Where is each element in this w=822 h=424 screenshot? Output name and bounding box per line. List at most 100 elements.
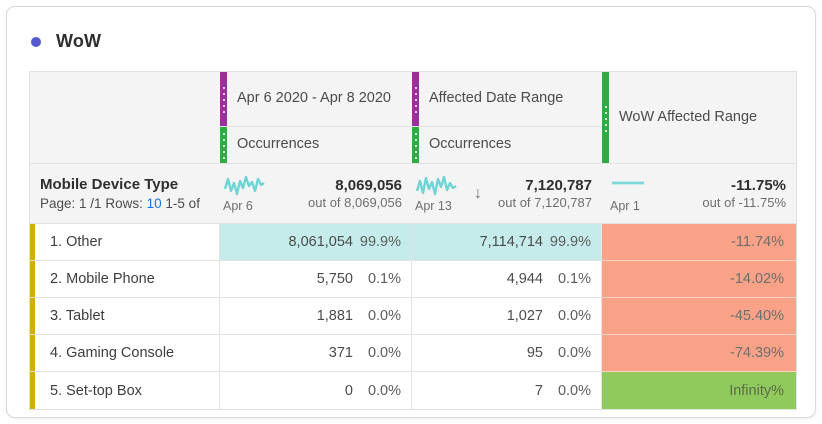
cell-value: 8,061,054: [288, 234, 353, 250]
out-of-value: out of 8,069,056: [308, 195, 402, 210]
column-title: WoW Affected Range: [619, 108, 758, 125]
cell-percent: 0.0%: [557, 382, 591, 399]
cell-value: 7,114,714: [479, 234, 543, 250]
date-range-label: Affected Date Range: [429, 90, 564, 107]
out-of-value: out of -11.75%: [702, 195, 786, 210]
wow-cell: -74.39%: [602, 335, 796, 372]
total-value: 8,069,056: [335, 177, 402, 194]
total-block: 8,069,056 out of 8,069,056: [308, 177, 412, 210]
sparkline-icon: [223, 175, 265, 196]
sparkline-date-label: Apr 6: [223, 199, 253, 213]
cell-value: 95: [526, 345, 543, 361]
drag-handle-icon[interactable]: [412, 127, 419, 163]
dimension-item: 4. Gaming Console: [50, 345, 175, 361]
sparkline-block: Apr 6: [220, 174, 268, 213]
drag-handle-icon[interactable]: [220, 72, 227, 126]
sparkline-block: Apr 1: [602, 174, 650, 213]
cell-percent: 0.0%: [367, 308, 401, 324]
total-value: -11.75%: [730, 177, 786, 194]
cell-value: 1,881: [316, 308, 353, 324]
header-empty-cell: [30, 72, 220, 164]
wow-value: -74.39%: [729, 345, 784, 361]
column-header-date-range-2[interactable]: Affected Date Range: [412, 72, 602, 127]
panel-title-row: WoW: [31, 31, 101, 52]
wow-value: -45.40%: [729, 308, 784, 324]
cell-value: 4,944: [506, 271, 543, 287]
metric-label: Occurrences: [429, 136, 512, 153]
cell-value: 0: [344, 382, 353, 399]
total-block: -11.75% out of -11.75%: [702, 177, 796, 210]
table-row-label[interactable]: 3. Tablet: [30, 298, 220, 335]
table-cell: 0 0.0%: [220, 372, 412, 409]
table-cell: 8,061,054 99.9%: [220, 224, 412, 261]
table-row-label[interactable]: 4. Gaming Console: [30, 335, 220, 372]
cell-value: 5,750: [316, 271, 353, 287]
table-cell: 5,750 0.1%: [220, 261, 412, 298]
table-cell: 7 0.0%: [412, 372, 602, 409]
page-label: Page:: [40, 196, 76, 211]
wow-value: Infinity%: [729, 382, 784, 399]
summary-cell-occurrences-2: Apr 13 ↓ 7,120,787 out of 7,120,787: [412, 164, 602, 224]
pagination: Page: 1 /1 Rows: 10 1-5 of: [40, 196, 220, 211]
table-row-label[interactable]: 1. Other: [30, 224, 220, 261]
table-cell: 4,944 0.1%: [412, 261, 602, 298]
drag-handle-icon[interactable]: [602, 72, 609, 163]
table-cell: 1,027 0.0%: [412, 298, 602, 335]
total-value: 7,120,787: [525, 177, 592, 194]
bullet-icon: [31, 36, 41, 47]
rows-per-page-link[interactable]: 10: [146, 196, 162, 211]
cell-percent: 0.0%: [367, 382, 401, 399]
dimension-name: Mobile Device Type: [40, 176, 179, 193]
dimension-item: 1. Other: [50, 234, 103, 250]
summary-cell-occurrences-1: Apr 6 8,069,056 out of 8,069,056: [220, 164, 412, 224]
wow-value: -11.74%: [731, 234, 784, 250]
metric-header-occurrences-2[interactable]: Occurrences: [412, 127, 602, 164]
page-value: 1 /1: [79, 196, 102, 211]
freeform-table: Apr 6 2020 - Apr 8 2020 Affected Date Ra…: [29, 71, 797, 410]
summary-cell-wow: Apr 1 -11.75% out of -11.75%: [602, 164, 796, 224]
arrow-down-icon: ↓: [474, 184, 482, 202]
cell-percent: 0.0%: [557, 345, 591, 361]
metric-header-occurrences-1[interactable]: Occurrences: [220, 127, 412, 164]
table-cell: 371 0.0%: [220, 335, 412, 372]
column-header-wow-affected-range[interactable]: WoW Affected Range: [602, 72, 796, 164]
wow-cell: Infinity%: [602, 372, 796, 409]
wow-cell: -11.74%: [602, 224, 796, 261]
table-cell: 7,114,714 99.9%: [412, 224, 602, 261]
cell-percent: 0.0%: [557, 308, 591, 324]
sparkline-date-label: Apr 13: [415, 199, 452, 213]
cell-percent: 0.1%: [557, 271, 591, 287]
drag-handle-icon[interactable]: [412, 72, 419, 126]
dimension-item: 2. Mobile Phone: [50, 271, 155, 287]
date-range-label: Apr 6 2020 - Apr 8 2020: [237, 90, 391, 107]
table-row-label[interactable]: 2. Mobile Phone: [30, 261, 220, 298]
total-block: 7,120,787 out of 7,120,787: [498, 177, 602, 210]
column-header-date-range-1[interactable]: Apr 6 2020 - Apr 8 2020: [220, 72, 412, 127]
sparkline-icon: [415, 175, 457, 196]
rows-label: Rows:: [105, 196, 143, 211]
cell-percent: 99.9%: [359, 234, 401, 250]
panel-title: WoW: [56, 31, 102, 51]
wow-panel: WoW Apr 6 2020 - Apr 8 2020 Affected Dat…: [6, 6, 816, 418]
cell-percent: 0.0%: [367, 345, 401, 361]
table-row-label[interactable]: 5. Set-top Box: [30, 372, 220, 409]
metric-label: Occurrences: [237, 136, 320, 153]
cell-value: 1,027: [506, 308, 543, 324]
cell-percent: 0.1%: [367, 271, 401, 287]
dimension-item: 5. Set-top Box: [50, 382, 142, 399]
cell-value: 371: [328, 345, 353, 361]
out-of-value: out of 7,120,787: [498, 195, 592, 210]
wow-value: -14.02%: [729, 271, 784, 287]
flatline-icon: [612, 181, 644, 185]
range-text: 1-5 of: [165, 196, 200, 211]
table-cell: 95 0.0%: [412, 335, 602, 372]
cell-percent: 99.9%: [549, 234, 591, 250]
wow-cell: -45.40%: [602, 298, 796, 335]
table-cell: 1,881 0.0%: [220, 298, 412, 335]
dimension-summary-cell: Mobile Device Type Page: 1 /1 Rows: 10 1…: [30, 164, 220, 224]
wow-cell: -14.02%: [602, 261, 796, 298]
sparkline-date-label: Apr 1: [610, 199, 640, 213]
sparkline-block: Apr 13: [412, 174, 460, 213]
dimension-item: 3. Tablet: [50, 308, 105, 324]
drag-handle-icon[interactable]: [220, 127, 227, 163]
